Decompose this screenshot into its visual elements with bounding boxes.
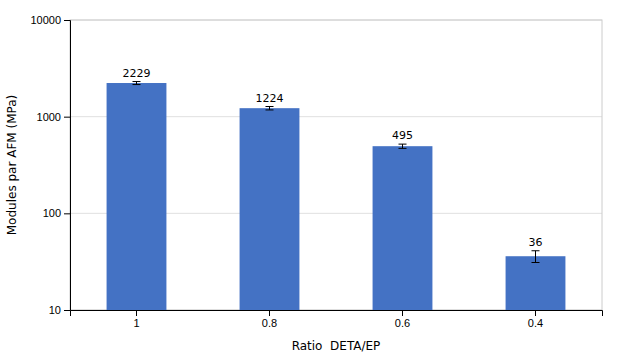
data-label: 1224 [256, 92, 284, 105]
chart-container: 2229 1224 495 36 10 100 1000 10000 1 0.8 0.6 0.4 Rat… [0, 0, 622, 360]
error-bar [399, 144, 407, 148]
x-tick-mark [136, 310, 137, 316]
x-tick-label: 1 [133, 317, 139, 329]
y-tick-mark [64, 213, 70, 214]
bar [240, 108, 300, 310]
data-label: 495 [392, 129, 413, 142]
y-tick-label: 10 [49, 304, 61, 316]
chart-svg: 2229 1224 495 36 10 100 1000 10000 1 0.8 0.6 0.4 Rat… [0, 0, 622, 360]
x-tick: 0.6 [395, 310, 410, 329]
x-tick: 1 [133, 310, 139, 329]
y-tick: 1000 [37, 111, 70, 123]
bar [373, 146, 433, 310]
plot-area: 2229 1224 495 36 10 100 1000 10000 1 0.8 0.6 0.4 [30, 14, 602, 329]
error-bar-path [399, 144, 407, 148]
data-labels: 2229 1224 495 36 [123, 67, 543, 249]
error-bar [266, 107, 274, 110]
y-tick: 10000 [30, 14, 70, 26]
error-bar [133, 82, 141, 85]
y-tick-label: 10000 [30, 14, 61, 26]
x-tick-mark [269, 310, 270, 316]
x-tick: 0.4 [528, 310, 543, 329]
x-tick-mark [402, 310, 403, 316]
error-bar-path [266, 107, 274, 110]
x-axis-title: Ratio DETA/EP [292, 339, 381, 353]
data-label: 2229 [123, 67, 151, 80]
y-tick: 10 [49, 304, 70, 316]
error-bar [532, 251, 540, 263]
plot-frame [70, 20, 602, 310]
bar [506, 256, 566, 310]
y-tick-label: 100 [43, 207, 61, 219]
bar [107, 83, 167, 310]
y-axis-title: Modules par AFM (MPa) [5, 95, 19, 235]
y-tick-label: 1000 [37, 111, 61, 123]
error-bar-path [532, 251, 540, 263]
x-tick-mark [535, 310, 536, 316]
data-label: 36 [529, 236, 543, 249]
grid [70, 20, 602, 310]
x-axis: 1 0.8 0.6 0.4 [71, 310, 603, 329]
y-tick-mark [64, 20, 70, 21]
x-tick-label: 0.8 [262, 317, 277, 329]
marks [107, 82, 566, 310]
y-axis-line [64, 21, 71, 311]
y-axis: 10 100 1000 10000 [30, 14, 70, 316]
x-tick-label: 0.6 [395, 317, 410, 329]
error-bar-path [133, 82, 141, 85]
y-tick-mark [64, 117, 70, 118]
x-tick: 0.8 [262, 310, 277, 329]
y-tick-mark [64, 310, 70, 311]
x-axis-line [71, 311, 603, 317]
y-tick: 100 [43, 207, 70, 219]
x-tick-label: 0.4 [528, 317, 543, 329]
